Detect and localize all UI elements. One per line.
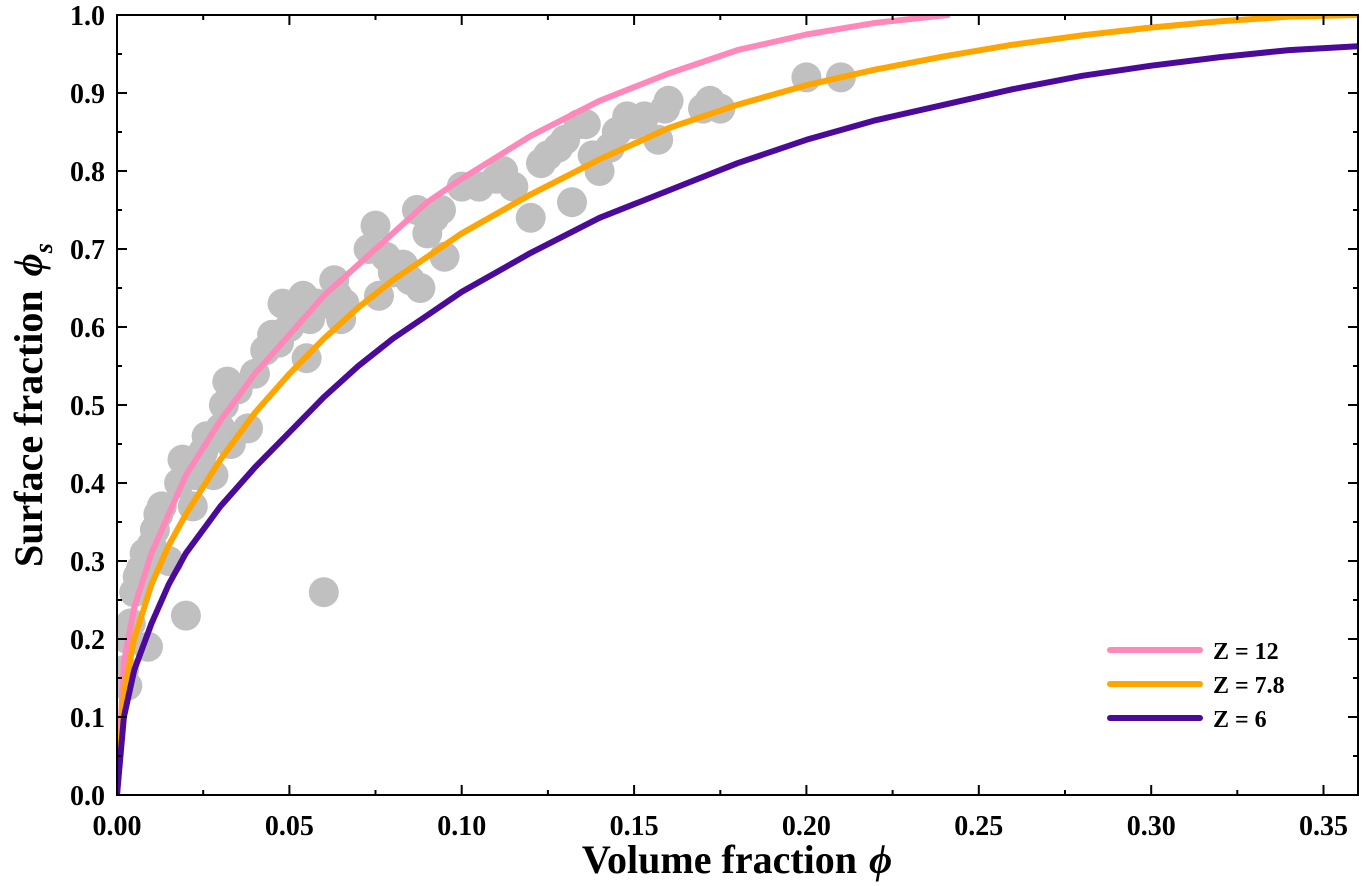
legend: Z = 12 Z = 7.8 Z = 6 [1107, 639, 1285, 733]
data-point [557, 187, 587, 218]
y-tick-labels: 0.0 0.1 0.2 0.3 0.4 0.5 0.6 0.7 0.8 0.9 1.0 [70, 1, 105, 812]
x-tick-label: 0.10 [437, 811, 486, 842]
y-tick-label: 0.6 [70, 313, 105, 344]
x-tick-labels: 0.00 0.05 0.10 0.15 0.20 0.25 0.30 0.35 [93, 811, 1349, 842]
x-tick-label: 0.05 [265, 811, 314, 842]
y-tick-label: 0.7 [70, 235, 105, 266]
data-point [360, 210, 391, 241]
y-axis-symbol-subscript: s [29, 243, 58, 254]
y-tick-label: 0.0 [70, 781, 105, 812]
data-point [570, 109, 601, 140]
legend-label: Z = 12 [1213, 639, 1279, 665]
y-tick-label: 1.0 [70, 1, 105, 32]
y-axis-symbol: ϕ [6, 253, 51, 276]
series-line-3 [117, 43, 1358, 795]
x-axis-symbol: ϕ [869, 837, 892, 882]
y-tick-label: 0.4 [70, 469, 105, 500]
x-tick-label: 0.15 [610, 811, 659, 842]
axis-ticks [116, 14, 1358, 796]
legend-label: Z = 6 [1213, 707, 1267, 733]
y-tick-label: 0.8 [70, 157, 105, 188]
x-axis-title: Volume fraction ϕ [582, 837, 892, 882]
data-point [653, 85, 684, 116]
y-tick-label: 0.3 [70, 547, 105, 578]
plot-frame [116, 14, 1359, 796]
x-tick-label: 0.00 [93, 811, 142, 842]
data-point [308, 577, 339, 608]
data-point [405, 273, 436, 303]
y-tick-label: 0.9 [70, 79, 105, 110]
data-point [498, 171, 529, 202]
series-line-2 [117, 15, 1358, 795]
data-point [426, 195, 456, 225]
data-point [515, 202, 546, 233]
series-line-1 [117, 15, 951, 795]
y-tick-label: 0.2 [70, 625, 105, 656]
y-tick-label: 0.1 [70, 703, 105, 734]
y-axis-title-text: Surface fraction [6, 290, 51, 567]
model-curves [117, 15, 1358, 795]
y-axis-title: Surface fraction ϕs [6, 243, 58, 567]
legend-label: Z = 7.8 [1213, 673, 1285, 699]
x-tick-label: 0.35 [1299, 811, 1348, 842]
data-point [170, 600, 201, 631]
x-axis-title-text: Volume fraction [582, 837, 857, 882]
x-tick-label: 0.30 [1127, 811, 1176, 842]
x-tick-label: 0.20 [782, 811, 831, 842]
y-tick-label: 0.5 [70, 391, 105, 422]
x-tick-label: 0.25 [954, 811, 1003, 842]
